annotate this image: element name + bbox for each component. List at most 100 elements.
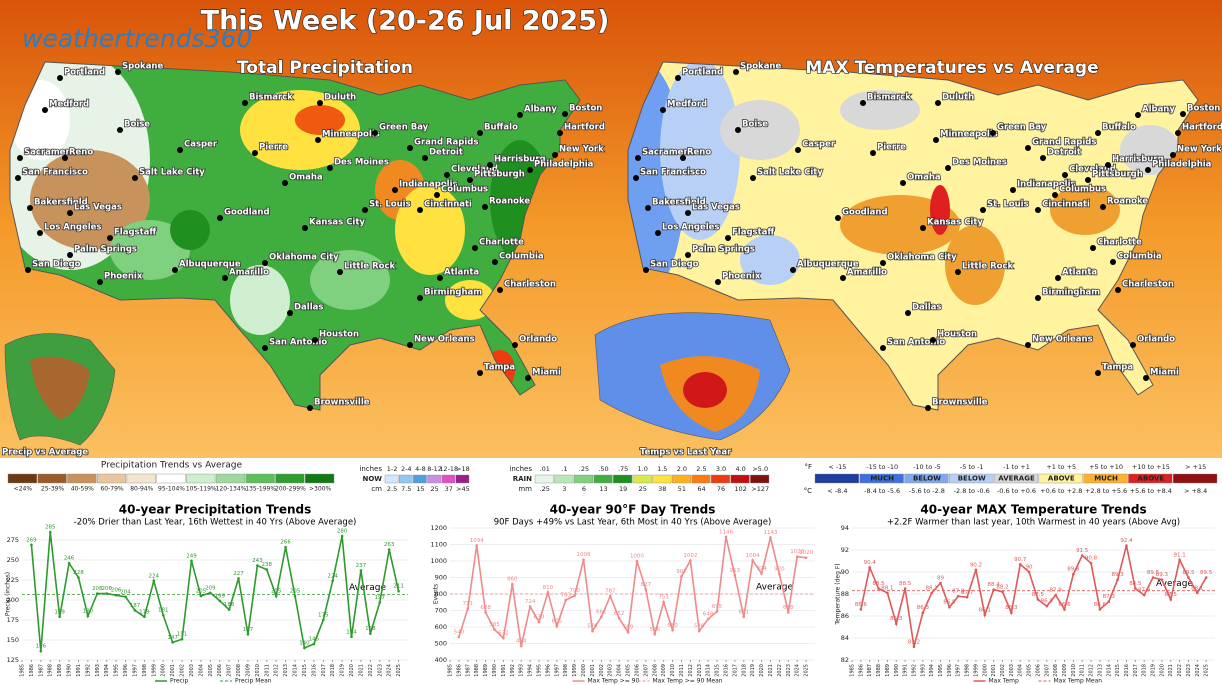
value-label: 211 [393, 584, 404, 590]
city-label: Des Moines [334, 158, 389, 168]
x-tick-label: 1987 [867, 664, 873, 677]
x-tick-label: 2006 [1035, 664, 1041, 677]
city-label: New Orleans [414, 335, 475, 345]
x-tick-label: 2016 [311, 664, 317, 677]
x-tick-label: 2006 [217, 664, 223, 677]
city-label: Indianapolis [1017, 180, 1076, 190]
data-point [303, 646, 306, 650]
data-point [689, 559, 692, 562]
precip-field [230, 265, 290, 335]
data-point [1204, 576, 1208, 579]
city-dot [735, 127, 741, 133]
city-label: Birmingham [1042, 288, 1100, 298]
data-point [1107, 600, 1111, 603]
data-point [662, 600, 665, 604]
data-point [1027, 570, 1031, 574]
y-axis-label: Events [433, 584, 440, 604]
value-label: 88.2 [996, 584, 1008, 590]
legend-swatch [156, 473, 186, 484]
chart-subtitle: +2.2F Warmer than last year, 10th Warmes… [887, 518, 1180, 528]
city-label: Boise [742, 120, 768, 130]
data-point [974, 568, 978, 572]
city-dot [1040, 155, 1046, 161]
data-point [1125, 544, 1128, 547]
value-label: 907 [676, 569, 687, 575]
data-point [894, 622, 898, 625]
city-dot [117, 127, 123, 133]
legend-swatch [949, 473, 994, 484]
inset-label: Temps vs Last Year [640, 448, 732, 458]
city-label: Tampa [1102, 363, 1133, 373]
data-point [983, 613, 987, 617]
value-label: 924 [756, 566, 767, 572]
city-dot [645, 205, 651, 211]
city-dot [97, 279, 103, 285]
x-tick-label: 1993 [519, 664, 525, 677]
legend-label: +1 to +5 [1046, 463, 1076, 471]
city-dot [933, 137, 939, 143]
value-label: 86.6 [855, 602, 868, 608]
city-dot [37, 230, 43, 236]
value-label: 224 [149, 573, 160, 579]
data-point [124, 595, 127, 599]
x-tick-label: 2002 [180, 664, 186, 677]
value-label: 90.2 [970, 562, 982, 568]
data-point [930, 591, 933, 595]
data-point [948, 605, 951, 609]
city-label: Columbia [1117, 252, 1162, 262]
x-tick-label: 2000 [982, 664, 988, 677]
data-point [877, 587, 880, 590]
x-tick-label: 2018 [330, 664, 336, 677]
city-dot [407, 342, 413, 348]
x-tick-label: 1986 [456, 664, 462, 677]
city-label: Charleston [504, 280, 556, 290]
data-point [608, 594, 612, 598]
city-label: Birmingham [424, 288, 482, 298]
x-tick-label: 1989 [57, 664, 63, 677]
value-label: 1004 [746, 553, 760, 559]
value-label: 204 [120, 589, 131, 595]
data-point [378, 601, 382, 604]
x-tick-label: 1997 [554, 664, 560, 677]
legend-unit: °F [804, 463, 812, 471]
y-tick-label: 175 [7, 616, 19, 624]
x-tick-label: 1991 [903, 664, 909, 677]
city-dot [655, 230, 661, 236]
value-label: 85.3 [890, 616, 903, 622]
city-label: Brownsville [314, 398, 370, 408]
city-dot [900, 180, 906, 186]
data-point [778, 572, 781, 576]
city-label: Indianapolis [399, 180, 458, 190]
x-tick-label: 1987 [38, 664, 44, 677]
value-label: 238 [262, 562, 273, 568]
city-dot [870, 150, 876, 156]
x-tick-label: 2012 [688, 664, 694, 677]
x-tick-label: 2014 [293, 664, 299, 677]
data-point [617, 617, 621, 620]
data-point [312, 642, 316, 646]
x-tick-label: 1988 [48, 664, 54, 677]
data-point [1080, 554, 1084, 557]
city-dot [835, 215, 841, 221]
legend-label: >18 [456, 465, 470, 473]
x-tick-label: 2012 [274, 664, 280, 677]
city-label: Reno [69, 148, 93, 158]
annotation: Average [349, 583, 386, 593]
city-dot [242, 100, 248, 106]
legend-swatch [96, 473, 127, 484]
city-label: Dallas [294, 303, 323, 313]
y-axis-label: Temperature (deg F) [835, 563, 842, 625]
city-label: Medford [49, 100, 89, 110]
legend-label: +5 to +10 [1089, 463, 1123, 471]
legend-unit: °C [804, 487, 813, 495]
legend-label: 95-104% [158, 486, 185, 493]
value-label: 688 [783, 605, 794, 611]
city-label: Houston [319, 330, 359, 340]
legend-label: Max Temp [989, 678, 1019, 685]
precip-field [30, 150, 150, 250]
value-label: 88.5 [1129, 581, 1142, 587]
city-label: Albany [1142, 105, 1175, 115]
city-dot [1025, 145, 1031, 151]
city-label: Detroit [429, 148, 463, 158]
x-tick-label: 2015 [302, 664, 308, 677]
